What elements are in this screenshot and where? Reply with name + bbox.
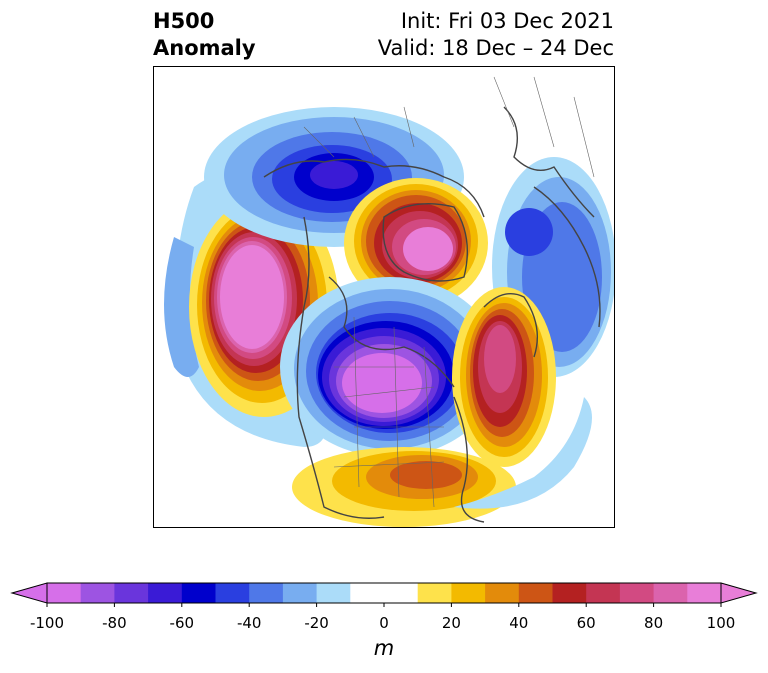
colorbar-bin <box>518 583 553 603</box>
colorbar-bin <box>47 583 82 603</box>
colorbar-tick-label: 20 <box>441 614 461 632</box>
colorbar-bin <box>80 583 115 603</box>
borders <box>303 76 595 508</box>
colorbar-tick-label: -80 <box>102 614 127 632</box>
valid-date: Valid: 18 Dec – 24 Dec <box>377 36 614 60</box>
colorbar-bin <box>215 583 250 603</box>
colorbar-tick-label: 100 <box>706 614 736 632</box>
colorbar-tick-label: -20 <box>304 614 329 632</box>
anomaly-map <box>153 66 615 528</box>
colorbar-bin <box>687 583 722 603</box>
map-title: H500 Anomaly <box>153 8 256 62</box>
colorbar-tick-label: 40 <box>509 614 529 632</box>
colorbar-bin <box>653 583 688 603</box>
title-line1: H500 <box>153 9 215 33</box>
colorbar-bin <box>586 583 621 603</box>
colorbar-tick-label: -40 <box>236 614 262 632</box>
colorbar-bin <box>148 583 183 603</box>
colorbar-tick-label: 60 <box>576 614 596 632</box>
colorbar-tick-label: -100 <box>29 614 65 632</box>
colorbar-extend-min <box>10 582 48 604</box>
colorbar-bin <box>249 583 284 603</box>
colorbar-bin <box>451 583 486 603</box>
colorbar-bin <box>485 583 520 603</box>
colorbar-bin <box>552 583 587 603</box>
colorbar-bin <box>417 583 452 603</box>
init-date: Init: Fri 03 Dec 2021 <box>400 9 614 33</box>
colorbar <box>10 582 758 607</box>
colorbar-tick-label: 80 <box>644 614 664 632</box>
colorbar-bin <box>350 583 385 603</box>
colorbar-bin <box>384 583 419 603</box>
colorbar-tick-label: -60 <box>169 614 195 632</box>
coastlines <box>263 106 601 523</box>
map-dates: Init: Fri 03 Dec 2021 Valid: 18 Dec – 24… <box>378 8 614 62</box>
title-line2: Anomaly <box>153 36 256 60</box>
colorbar-extend-max <box>720 582 758 604</box>
colorbar-unit: m <box>373 636 395 660</box>
colorbar-bin <box>316 583 351 603</box>
colorbar-tick-label: 0 <box>379 614 389 632</box>
colorbar-bin <box>619 583 655 603</box>
colorbar-bin <box>181 583 216 603</box>
colorbar-bin <box>282 583 318 603</box>
colorbar-bin <box>114 583 149 603</box>
